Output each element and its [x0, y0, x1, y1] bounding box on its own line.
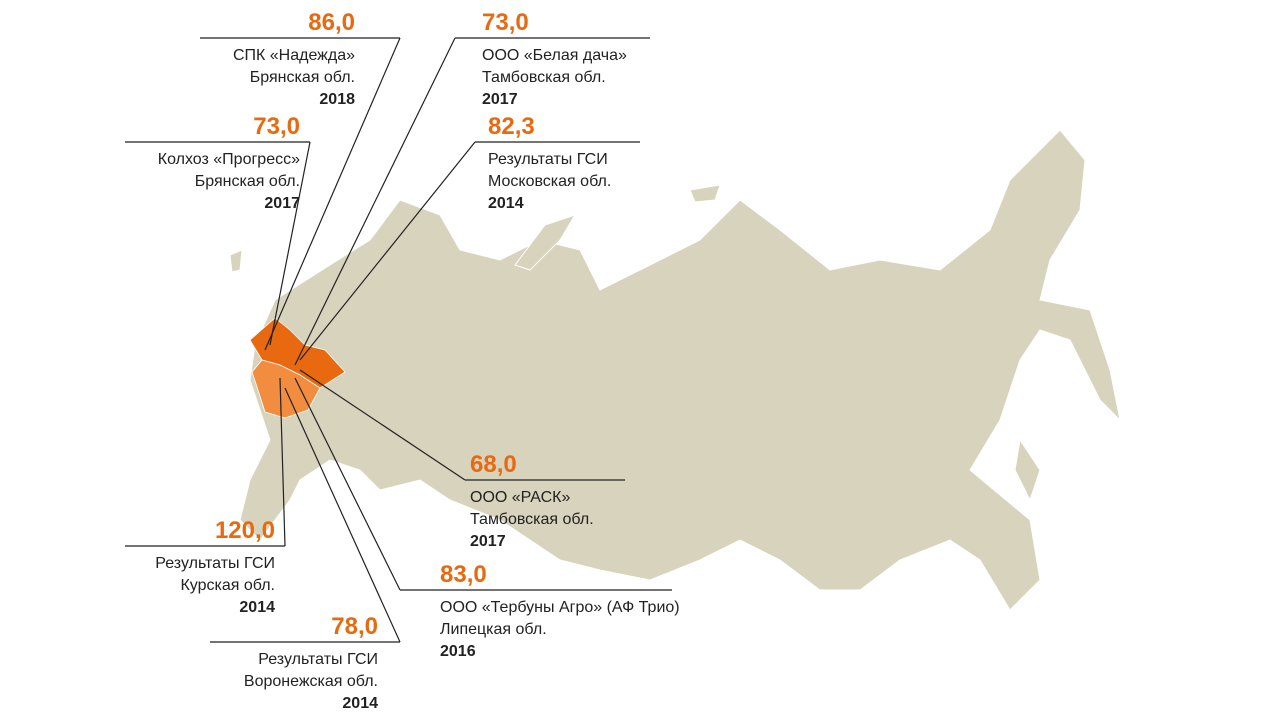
callout-name: Результаты ГСИ — [488, 151, 608, 168]
callout-region: Тамбовская обл. — [482, 69, 606, 86]
callout-region: Курская обл. — [180, 577, 275, 594]
callout-year: 2017 — [470, 533, 506, 550]
leader-line — [210, 387, 401, 643]
callout-name: Колхоз «Прогресс» — [158, 151, 300, 168]
callout-region: Брянская обл. — [250, 69, 355, 86]
callout-value: 73,0 — [482, 9, 529, 36]
callout-value: 73,0 — [253, 113, 300, 140]
callout-name: СПК «Надежда» — [233, 47, 355, 64]
callout-name: ООО «Тербуны Агро» (АФ Трио) — [440, 599, 680, 616]
callout-value: 68,0 — [470, 451, 517, 478]
callout-region: Липецкая обл. — [440, 621, 547, 638]
leader-line — [200, 37, 401, 351]
callout-value: 86,0 — [308, 9, 355, 36]
callout-region: Тамбовская обл. — [470, 511, 594, 528]
callouts: 86,0 СПК «Надежда» Брянская обл. 2018 73,0 ОО… — [125, 9, 680, 712]
russia-map — [229, 129, 1121, 611]
leader-line — [294, 377, 672, 591]
callout-year: 2017 — [482, 91, 518, 108]
callout-region: Московская обл. — [488, 173, 611, 190]
callout-value: 78,0 — [331, 613, 378, 640]
callout-year: 2016 — [440, 643, 476, 660]
callout-value: 83,0 — [440, 561, 487, 588]
callout-value: 120,0 — [215, 517, 275, 544]
callout-year: 2014 — [488, 195, 524, 212]
callout-year: 2017 — [264, 195, 300, 212]
callout-region: Воронежская обл. — [244, 673, 378, 690]
callout-name: ООО «Белая дача» — [482, 47, 627, 64]
leader-line — [125, 377, 286, 547]
leader-line — [299, 369, 625, 481]
leader-line — [294, 37, 650, 366]
callout-region: Брянская обл. — [195, 173, 300, 190]
callout-year: 2014 — [342, 695, 378, 712]
leader-line — [125, 141, 311, 346]
callout-name: Результаты ГСИ — [258, 651, 378, 668]
callout-year: 2018 — [319, 91, 355, 108]
callout-name: ООО «РАСК» — [470, 489, 570, 506]
callout-year: 2014 — [239, 599, 275, 616]
leader-line — [299, 141, 640, 361]
callout-name: Результаты ГСИ — [155, 555, 275, 572]
callout-value: 82,3 — [488, 113, 535, 140]
